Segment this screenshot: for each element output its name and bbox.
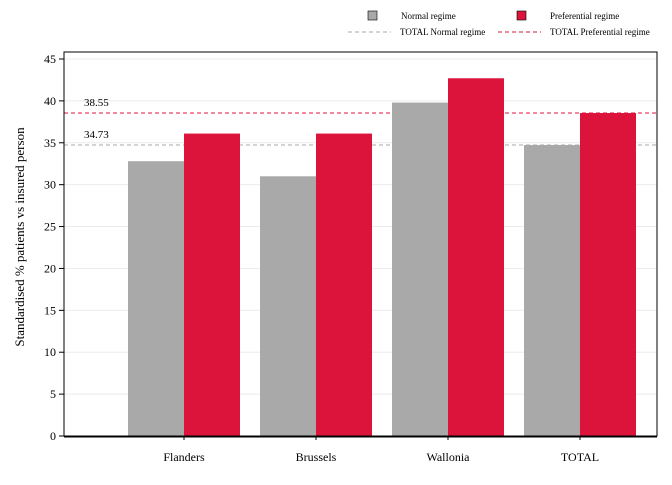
y-tick-label-35: 35 xyxy=(44,136,56,150)
legend-swatch-normal-regime xyxy=(367,10,378,21)
legend-label-total-normal-regime: TOTAL Normal regime xyxy=(400,27,485,37)
x-tick-label-wallonia: Wallonia xyxy=(426,450,470,464)
y-tick-label-30: 30 xyxy=(44,178,56,192)
x-tick-label-total: TOTAL xyxy=(561,450,599,464)
legend-label-normal-regime: Normal regime xyxy=(401,11,456,21)
bar-brussels-preferential-regime xyxy=(316,133,372,436)
y-tick-label-20: 20 xyxy=(44,261,56,275)
y-tick-label-5: 5 xyxy=(50,387,56,401)
reference-label-38.55: 38.55 xyxy=(84,97,109,109)
bar-total-normal-regime xyxy=(524,145,580,436)
x-tick-label-flanders: Flanders xyxy=(163,450,205,464)
axes: Flanders Brussels Wallonia TOTAL 0 5 10 15 20 25 3… xyxy=(44,51,658,464)
bar-wallonia-normal-regime xyxy=(392,102,448,436)
bars xyxy=(128,78,636,437)
y-tick-label-0: 0 xyxy=(50,429,56,443)
x-tick-label-brussels: Brussels xyxy=(296,450,337,464)
bar-flanders-normal-regime xyxy=(128,161,184,436)
bar-total-preferential-regime xyxy=(580,113,636,436)
reference-label-34.73: 34.73 xyxy=(84,129,109,141)
legend: Normal regime Preferential regime TOTAL No… xyxy=(348,10,650,37)
legend-label-total-preferential-regime: TOTAL Preferential regime xyxy=(550,27,650,37)
y-tick-label-25: 25 xyxy=(44,220,56,234)
y-tick-label-45: 45 xyxy=(44,52,56,66)
bar-flanders-preferential-regime xyxy=(184,133,240,436)
y-tick-label-40: 40 xyxy=(44,94,56,108)
y-axis-label: Standardised % patients vs insured perso… xyxy=(12,127,27,347)
legend-swatch-preferential-regime xyxy=(516,10,527,21)
plot-frame xyxy=(63,51,658,437)
legend-label-preferential-regime: Preferential regime xyxy=(550,11,619,21)
y-tick-label-10: 10 xyxy=(44,345,56,359)
y-tick-label-15: 15 xyxy=(44,303,56,317)
bar-brussels-normal-regime xyxy=(260,176,316,437)
bar-wallonia-preferential-regime xyxy=(448,78,504,436)
